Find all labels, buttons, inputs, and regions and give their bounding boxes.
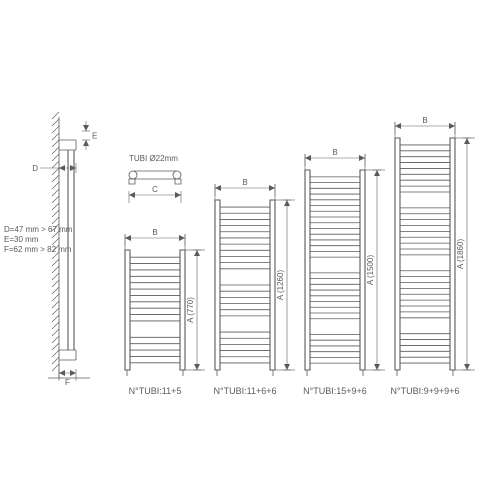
radiator-N°TUBI:11+6+6: B A (1260) N°TUBI:11+6+6 [214, 178, 295, 396]
svg-text:A (1860): A (1860) [456, 239, 465, 270]
svg-text:F=62 mm > 82 mm: F=62 mm > 82 mm [4, 245, 72, 254]
radiator-N°TUBI:9+9+9+6: B A (1860) N°TUBI:9+9+9+6 [391, 116, 475, 396]
svg-text:A (1500): A (1500) [366, 255, 375, 286]
svg-text:E: E [92, 132, 97, 141]
notes: D=47 mm > 67 mmE=30 mmF=62 mm > 82 mm [4, 225, 73, 254]
svg-text:A (1260): A (1260) [276, 270, 285, 301]
svg-text:D=47 mm > 67 mm: D=47 mm > 67 mm [4, 225, 73, 234]
svg-text:B: B [242, 178, 247, 187]
svg-text:N°TUBI:11+5: N°TUBI:11+5 [129, 386, 182, 396]
technical-drawing: E D F D=47 mm > 67 mmE=30 mmF=62 mm > 82 mm… [0, 0, 501, 501]
tubi-top-view: TUBI Ø22mm C [129, 154, 181, 203]
svg-text:N°TUBI:15+9+6: N°TUBI:15+9+6 [303, 386, 367, 396]
svg-text:C: C [152, 185, 158, 194]
svg-text:A (770): A (770) [186, 297, 195, 323]
svg-text:D: D [32, 164, 38, 173]
radiator-N°TUBI:15+9+6: B A (1500) N°TUBI:15+9+6 [303, 148, 385, 396]
svg-text:N°TUBI:9+9+9+6: N°TUBI:9+9+9+6 [391, 386, 460, 396]
svg-text:B: B [152, 228, 157, 237]
svg-text:B: B [332, 148, 337, 157]
svg-text:B: B [422, 116, 427, 125]
svg-text:E=30 mm: E=30 mm [4, 235, 39, 244]
svg-text:TUBI Ø22mm: TUBI Ø22mm [129, 154, 178, 163]
radiator-N°TUBI:11+5: B A (770) N°TUBI:11+5 [125, 228, 205, 396]
svg-text:N°TUBI:11+6+6: N°TUBI:11+6+6 [214, 386, 277, 396]
svg-text:F: F [65, 378, 70, 387]
